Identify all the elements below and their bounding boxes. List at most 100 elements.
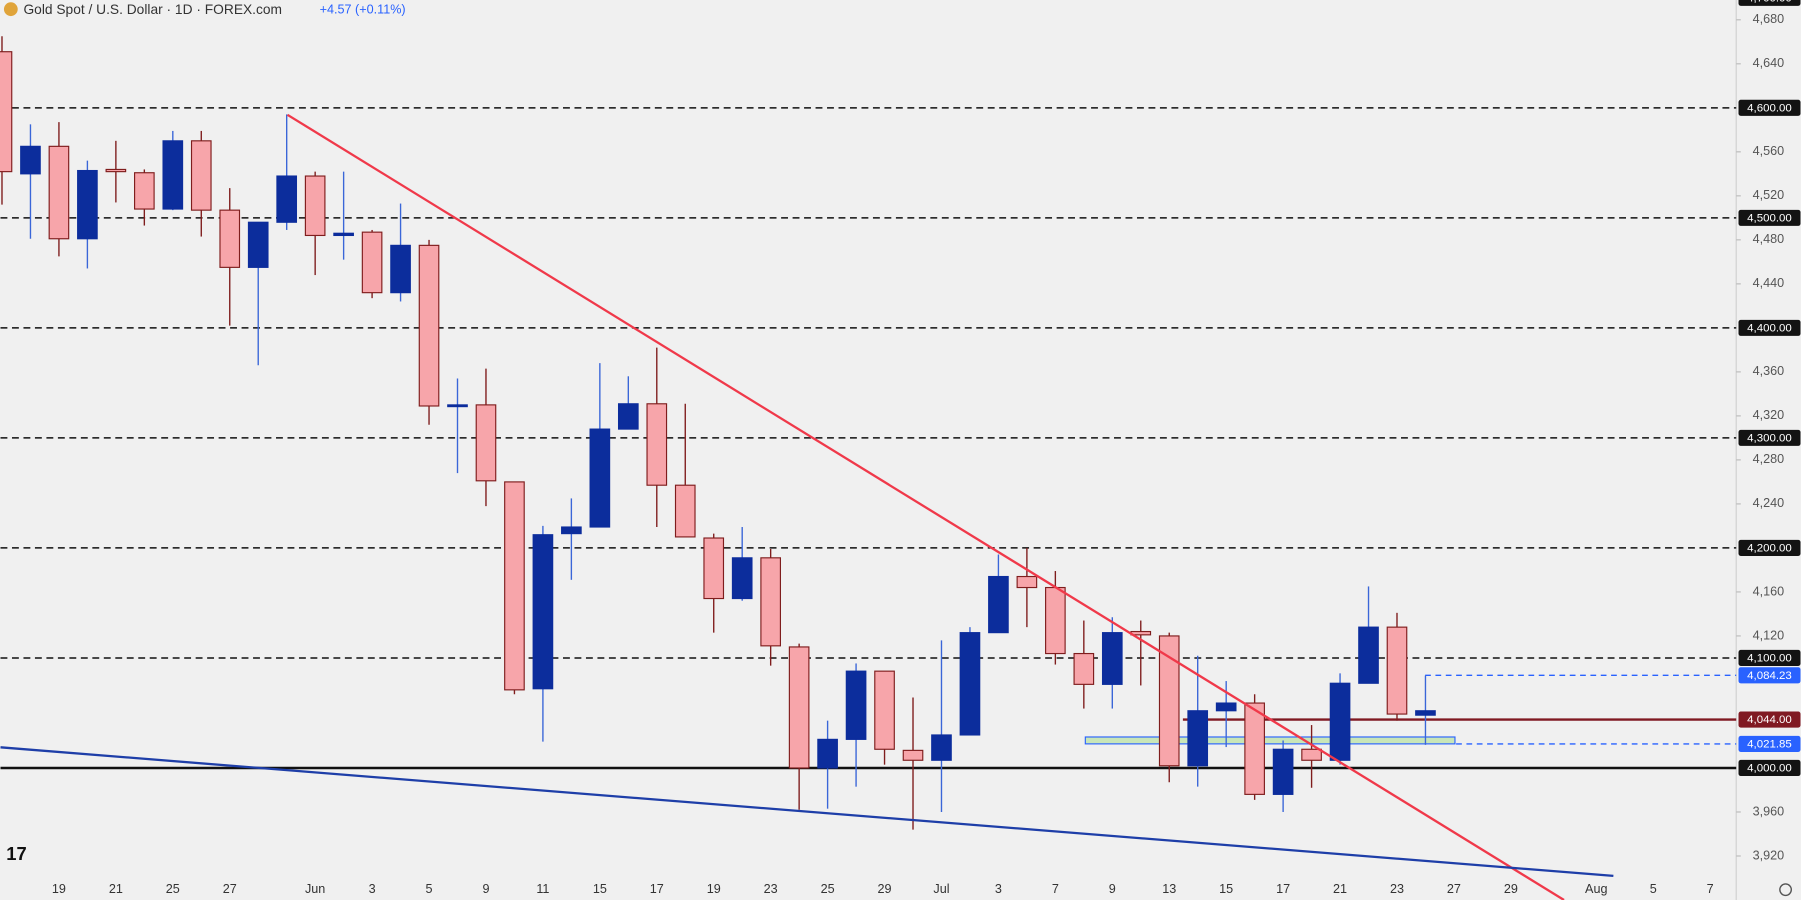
- candle-body: [48, 145, 70, 240]
- candle-body: [304, 175, 326, 237]
- level-label: 4,100.00: [1747, 653, 1792, 665]
- candle-body: [447, 404, 468, 408]
- candle-body: [1215, 702, 1237, 712]
- candle-body: [390, 244, 411, 294]
- x-tick-label: 9: [1109, 882, 1116, 896]
- candle-body: [504, 481, 525, 691]
- level-label-box: [1738, 209, 1801, 226]
- x-tick-label: 5: [1650, 882, 1657, 896]
- y-tick-label: 4,640: [1753, 56, 1785, 70]
- candle-body: [0, 51, 13, 173]
- level-label-box: [1738, 429, 1801, 446]
- candle-body: [931, 734, 952, 761]
- x-tick-label: Jul: [933, 882, 949, 896]
- candle-body: [817, 738, 838, 769]
- candle-body: [333, 232, 354, 237]
- x-tick-label: 29: [878, 882, 892, 896]
- y-tick-label: 4,160: [1753, 584, 1785, 598]
- level-label: 4,600.00: [1747, 102, 1792, 114]
- level-label-box: [1738, 99, 1801, 116]
- candle-body: [276, 175, 298, 223]
- candle-body: [475, 404, 497, 482]
- candle-body: [1045, 586, 1066, 655]
- candle-body: [418, 244, 440, 407]
- candle-body: [788, 646, 810, 769]
- y-tick-label: 3,960: [1753, 804, 1785, 818]
- level-label-box: [1738, 759, 1801, 777]
- tradingview-logo: 17: [6, 843, 26, 864]
- candle-body: [902, 749, 924, 761]
- candle-body: [589, 428, 611, 528]
- candle-body: [190, 140, 212, 211]
- level-label-box: [1738, 539, 1801, 556]
- x-tick-label: 15: [593, 882, 607, 896]
- x-tick-label: 13: [1162, 882, 1176, 896]
- y-tick-label: 3,920: [1753, 848, 1785, 862]
- settings-icon[interactable]: [1779, 883, 1793, 897]
- candle-body: [1272, 748, 1294, 795]
- y-tick-label: 4,120: [1753, 628, 1785, 642]
- x-tick-label: 27: [223, 882, 237, 896]
- x-tick-label: 25: [821, 882, 835, 896]
- level-label: 4,300.00: [1747, 433, 1792, 445]
- x-tick-label: 27: [1447, 882, 1461, 896]
- level-label: 4,200.00: [1747, 543, 1792, 555]
- marker-label: 4,044.00: [1747, 714, 1792, 726]
- y-tick-label: 4,560: [1753, 144, 1785, 158]
- candle-body: [617, 403, 639, 430]
- x-tick-label: Aug: [1585, 882, 1607, 896]
- candle-body: [1101, 632, 1123, 685]
- level-label: 4,700.00: [1747, 0, 1792, 4]
- y-tick-label: 4,520: [1753, 188, 1785, 202]
- candle-body: [361, 231, 383, 294]
- candle-body: [1073, 652, 1095, 685]
- x-tick-label: 7: [1052, 882, 1059, 896]
- x-tick-label: 23: [764, 882, 778, 896]
- x-tick-label: 11: [536, 882, 549, 896]
- symbol-logo: [3, 2, 18, 17]
- axes: 3,920 3,960 4,120 4,160 4,240 4,280 4,320 4,360…: [52, 0, 1801, 896]
- x-tick-label: 17: [650, 882, 664, 896]
- candles: [0, 36, 1436, 830]
- x-tick-label: 19: [52, 882, 66, 896]
- x-tick-label: 15: [1219, 882, 1233, 896]
- x-tick-label: 7: [1707, 882, 1714, 896]
- candle-body: [703, 537, 725, 600]
- y-tick-label: 4,480: [1753, 232, 1785, 246]
- candle-body: [1329, 682, 1351, 761]
- candle-body: [646, 403, 668, 486]
- y-tick-label: 4,240: [1753, 496, 1785, 510]
- symbol-title: Gold Spot / U.S. Dollar · 1D · FOREX.com: [23, 2, 282, 17]
- y-tick-label: 4,280: [1753, 452, 1785, 466]
- x-tick-label: 17: [1276, 882, 1290, 896]
- x-tick-label: 3: [369, 882, 376, 896]
- x-tick-label: 21: [109, 882, 123, 896]
- candle-body: [874, 670, 895, 750]
- marker-label: 4,021.85: [1747, 739, 1792, 751]
- marker-label: 4,084.23: [1747, 670, 1792, 682]
- candle-body: [219, 209, 241, 268]
- price-change: +4.57 (+0.11%): [320, 3, 406, 17]
- candle-body: [134, 172, 155, 210]
- candle-body: [845, 670, 867, 740]
- candle-body: [988, 575, 1009, 634]
- candle-body: [731, 557, 753, 600]
- level-label: 4,400.00: [1747, 322, 1792, 334]
- x-tick-label: 29: [1504, 882, 1518, 896]
- marker-label-box: [1738, 711, 1801, 728]
- y-tick-label: 4,320: [1753, 408, 1785, 422]
- candle-body: [1244, 702, 1265, 795]
- candle-body: [1187, 710, 1209, 767]
- candle-body: [959, 632, 981, 736]
- candle-body: [532, 534, 554, 690]
- level-label-box: [1738, 319, 1801, 336]
- candle-body: [1386, 626, 1408, 715]
- candle-body: [1158, 635, 1180, 767]
- candle-body: [105, 168, 127, 173]
- resistance-trendline: [286, 113, 1565, 900]
- marker-label-box: [1738, 735, 1801, 752]
- candle-body: [77, 169, 98, 240]
- support-trendline: [0, 746, 1614, 878]
